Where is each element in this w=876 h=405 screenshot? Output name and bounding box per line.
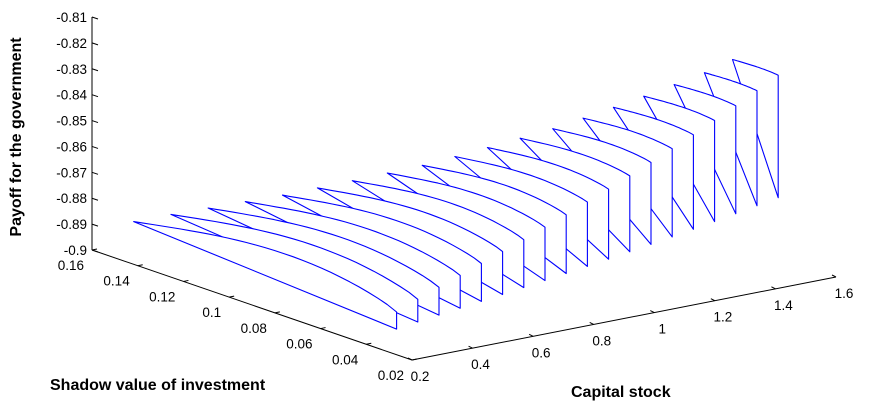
- z-tick-label: -0.89: [56, 217, 87, 232]
- z-tick: [91, 94, 99, 98]
- x-axis-line: [411, 276, 837, 361]
- z-axis-title: Payoff for the government: [8, 37, 25, 237]
- x-tick: [528, 333, 534, 337]
- z-tick-label: -0.81: [56, 10, 87, 25]
- y-tick-label: 0.08: [241, 321, 267, 336]
- y-tick-label: 0.12: [149, 289, 175, 304]
- y-tick: [274, 311, 280, 314]
- x-tick: [710, 298, 716, 302]
- z-tick: [91, 223, 99, 227]
- z-tick: [91, 120, 99, 124]
- x-tick: [831, 274, 837, 278]
- y-tick-label: 0.16: [58, 258, 84, 273]
- x-tick-label: 1.4: [774, 298, 793, 313]
- x-tick: [650, 310, 655, 314]
- z-tick-label: -0.82: [56, 36, 87, 51]
- x-tick: [407, 357, 413, 361]
- x-tick: [771, 286, 776, 290]
- x-tick-label: 0.2: [411, 369, 430, 384]
- y-tick-label: 0.1: [202, 305, 221, 320]
- y-axis-title: Shadow value of investment: [50, 377, 266, 394]
- x-tick: [589, 321, 594, 325]
- z-tick: [91, 16, 99, 20]
- y-tick: [91, 248, 98, 251]
- y-tick-label: 0.02: [378, 368, 404, 383]
- y-tick-group: 0.02 0.04 0.06 0.08 0.1 0.12 0.14 0.16: [58, 248, 418, 383]
- x-tick: [468, 345, 473, 349]
- x-tick-label: 1.2: [713, 310, 732, 325]
- z-tick-label: -0.87: [56, 165, 87, 180]
- z-tick-label: -0.86: [56, 139, 87, 154]
- y-tick: [411, 358, 418, 361]
- z-tick-label: -0.9: [64, 243, 87, 258]
- y-tick: [366, 342, 372, 345]
- x-axis-title: Capital stock: [571, 384, 671, 401]
- z-tick-label: -0.84: [56, 88, 87, 103]
- surface-slice: [133, 221, 398, 330]
- y-axis-line: [91, 249, 413, 361]
- x-tick-label: 0.4: [471, 357, 490, 372]
- y-tick-label: 0.14: [103, 274, 130, 289]
- z-tick-label: -0.83: [56, 62, 87, 77]
- axes-group: [91, 17, 837, 361]
- surface-slice: [731, 58, 779, 199]
- z-tick: [91, 145, 99, 149]
- x-tick-group: 0.2 0.4 0.6 0.8 1 1.2 1.4 1.6: [407, 274, 854, 384]
- z-tick: [91, 42, 99, 46]
- x-tick-label: 0.6: [532, 345, 551, 360]
- z-tick-label: -0.85: [56, 114, 87, 129]
- surface-slices: [133, 58, 779, 330]
- z-tick-label: -0.88: [56, 191, 87, 206]
- y-tick-label: 0.04: [332, 352, 359, 367]
- x-tick-label: 1.6: [835, 286, 854, 301]
- y-tick-label: 0.06: [286, 337, 312, 352]
- z-tick: [91, 171, 99, 175]
- z-tick: [91, 197, 99, 201]
- z-tick: [91, 249, 99, 253]
- y-tick: [137, 264, 143, 267]
- z-tick: [91, 68, 99, 72]
- y-tick: [229, 295, 235, 298]
- z-tick-group: -0.9 -0.89 -0.88 -0.87 -0.86 -0.85 -0.84 -0.83 -…: [56, 10, 99, 258]
- y-tick: [320, 327, 326, 330]
- x-tick-label: 0.8: [592, 333, 611, 348]
- y-tick: [183, 279, 189, 282]
- x-tick-label: 1: [659, 322, 667, 337]
